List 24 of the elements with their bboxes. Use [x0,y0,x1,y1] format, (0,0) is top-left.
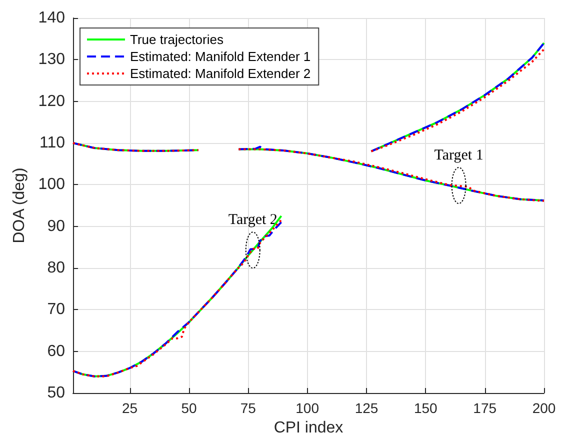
legend-label: Estimated: Manifold Extender 2 [130,66,311,81]
x-tick-label: 125 [354,400,378,416]
x-tick-label: 50 [181,400,197,416]
y-tick-label: 130 [38,51,66,68]
y-tick-label: 120 [38,92,66,110]
x-axis-title: CPI index [274,420,344,436]
annotation: Target 1 [434,148,484,164]
y-tick-label: 60 [47,342,66,360]
x-tick-label: 75 [240,400,256,416]
x-tick-label: 150 [414,400,438,416]
y-tick-label: 80 [47,260,66,276]
x-tick-label: 175 [473,400,497,416]
y-tick-label: 110 [39,134,66,152]
y-tick-label: 140 [38,10,66,26]
y-tick-label: 90 [47,218,66,235]
y-axis-title: DOA (deg) [10,168,28,244]
legend-label: Estimated: Manifold Extender 1 [130,49,311,64]
legend-label: True trajectories [130,32,224,47]
x-tick-label: 200 [532,400,556,416]
y-tick-label: 70 [47,301,66,318]
x-tick-label: 25 [122,400,138,416]
y-tick-label: 100 [38,176,66,194]
x-tick-label: 100 [296,400,320,416]
y-tick-label: 50 [47,384,66,402]
